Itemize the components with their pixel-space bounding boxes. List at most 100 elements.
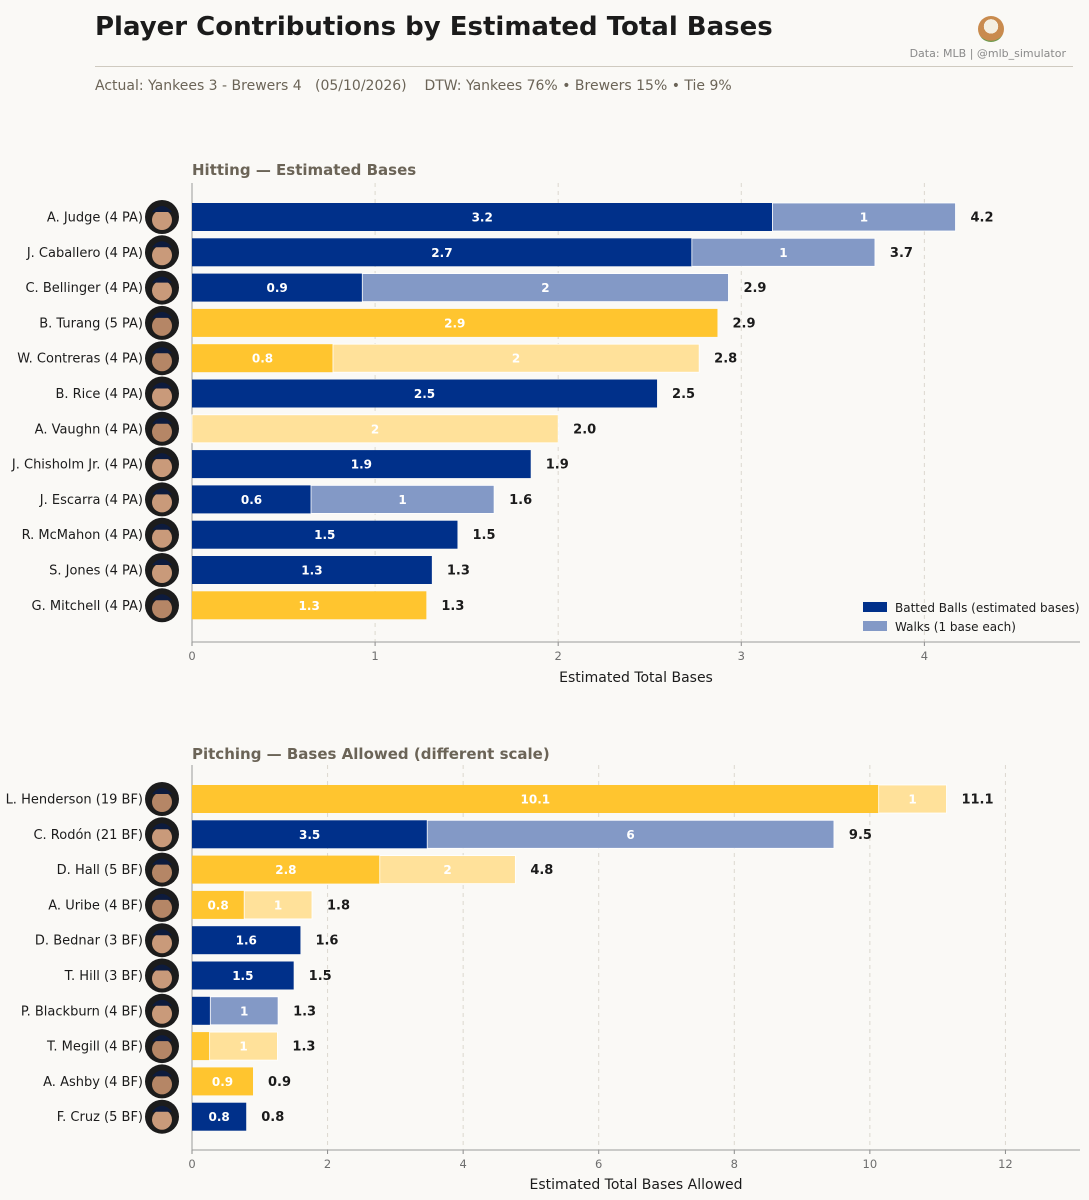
pitching-player-label: T. Megill (4 BF) [46, 1040, 143, 1055]
hitting-bar-walks [332, 343, 700, 373]
pitching-bar-batted [192, 890, 245, 919]
pitching-batted-value: 2.8 [275, 863, 296, 877]
hitting-batted-value: 1.3 [301, 564, 322, 578]
pitching-batted-value: 0.8 [207, 898, 228, 912]
pitching-player-label: T. Hill (3 BF) [64, 969, 143, 984]
pitching-bar-batted [192, 1102, 247, 1131]
hitting-batted-value: 2.7 [431, 246, 452, 260]
hitting-total-value: 2.5 [672, 387, 695, 402]
hitting-bar-batted [192, 520, 458, 549]
pitching-total-value: 4.8 [530, 863, 553, 878]
hitting-total-value: 2.9 [732, 316, 755, 331]
hitting-bar-batted [192, 591, 427, 620]
hitting-headshot-face [152, 492, 172, 513]
hitting-batted-value: 2.9 [444, 316, 465, 330]
simulator-logo [978, 16, 1004, 42]
pitching-headshot-face [152, 1074, 172, 1095]
pitching-headshot-face [152, 968, 172, 989]
pitching-bar-walks [209, 996, 279, 1026]
pitching-player-label: D. Bednar (3 BF) [35, 934, 143, 949]
hitting-total-value: 3.7 [890, 246, 913, 261]
hitting-headshot-face [152, 527, 172, 548]
legend-label-walks: Walks (1 base each) [895, 620, 1016, 634]
hitting-headshot-face [152, 280, 172, 301]
hitting-total-value: 4.2 [970, 211, 993, 226]
pitching-batted-value: 0.9 [212, 1075, 233, 1089]
pitching-total-value: 11.1 [961, 793, 993, 808]
pitching-walks-value: 1 [274, 898, 282, 912]
pitching-bar-walks [878, 784, 947, 814]
pitching-bar-batted [192, 785, 879, 813]
pitching-headshot-cap [152, 929, 172, 936]
pitching-walks-value: 1 [240, 1004, 248, 1018]
pitching-player-label: F. Cruz (5 BF) [57, 1110, 143, 1125]
pitching-bar-walks [426, 819, 835, 849]
hitting-bar-batted [192, 273, 363, 302]
hitting-bar-batted [192, 485, 312, 514]
hitting-headshot-face [152, 351, 172, 372]
hitting-headshot-cap [152, 594, 172, 601]
hitting-player-label: J. Escarra (4 PA) [39, 493, 143, 508]
pitching-total-value: 1.5 [309, 969, 332, 984]
header-divider [95, 66, 1073, 67]
pitching-tick-label: 8 [731, 1157, 738, 1171]
legend-swatch-batted [863, 602, 887, 612]
hitting-player-label: S. Jones (4 PA) [49, 564, 143, 579]
hitting-batted-value: 1.9 [351, 458, 372, 472]
hitting-walks-value: 2 [541, 281, 549, 295]
hitting-headshot-face [152, 421, 172, 442]
pitching-headshot-face [152, 1003, 172, 1024]
hitting-total-value: 1.3 [447, 564, 470, 579]
pitching-bar-batted [192, 820, 428, 849]
pitching-player-label: A. Uribe (4 BF) [48, 898, 143, 913]
pitching-headshot-cap [152, 999, 172, 1006]
game-summary: Actual: Yankees 3 - Brewers 4 (05/10/202… [95, 78, 732, 94]
hitting-bar-batted [192, 203, 773, 231]
pitching-headshot-cap [152, 858, 172, 865]
hitting-bar-walks [310, 484, 495, 514]
hitting-headshot-cap [152, 559, 172, 565]
pitching-player-label: A. Ashby (4 BF) [43, 1075, 143, 1090]
pitching-walks-value: 1 [239, 1040, 247, 1054]
pitching-player-label: D. Hall (5 BF) [57, 863, 143, 878]
hitting-bar-walks [191, 414, 559, 444]
hitting-bar-walks [361, 273, 729, 303]
hitting-total-value: 2.8 [714, 352, 737, 367]
hitting-headshot-face [152, 210, 172, 230]
hitting-tick-label: 4 [921, 649, 928, 663]
pitching-bar-walks [243, 890, 313, 920]
hitting-headshot-face [152, 457, 172, 478]
hitting-headshot-cap [152, 417, 172, 424]
pitching-headshot-cap [152, 893, 172, 900]
pitching-headshot-cap [152, 1105, 172, 1112]
hitting-player-label: A. Judge (4 PA) [47, 211, 143, 226]
pitching-headshot-cap [152, 964, 172, 971]
hitting-headshot-face [152, 563, 172, 583]
hitting-bar-walks [772, 202, 956, 232]
hitting-total-value: 2.9 [743, 281, 766, 296]
pitching-bar-walks [209, 1031, 278, 1061]
hitting-bar-batted [192, 379, 658, 408]
legend-label-batted: Batted Balls (estimated bases) [895, 601, 1080, 615]
pitching-headshot-face [152, 862, 172, 883]
hitting-batted-value: 0.8 [252, 352, 273, 366]
pitching-headshot-cap [152, 788, 172, 794]
hitting-walks-value: 1 [398, 493, 406, 507]
pitching-walks-value: 1 [908, 793, 916, 807]
hitting-batted-value: 2.5 [414, 387, 435, 401]
pitching-batted-value: 3.5 [299, 828, 320, 842]
hitting-total-value: 1.9 [546, 458, 569, 473]
hitting-bar-batted [192, 450, 531, 479]
pitching-total-value: 1.6 [315, 934, 338, 949]
hitting-bar-walks [691, 237, 876, 267]
hitting-player-label: A. Vaughn (4 PA) [35, 422, 143, 437]
hitting-headshot-cap [152, 523, 172, 530]
pitching-bar-batted [192, 961, 294, 990]
hitting-walks-value: 2 [512, 352, 520, 366]
hitting-headshot-face [152, 598, 172, 619]
hitting-tick-label: 3 [738, 649, 745, 663]
pitching-headshot-face [152, 792, 172, 812]
hitting-batted-value: 0.6 [241, 493, 262, 507]
hitting-walks-value: 1 [860, 211, 868, 225]
